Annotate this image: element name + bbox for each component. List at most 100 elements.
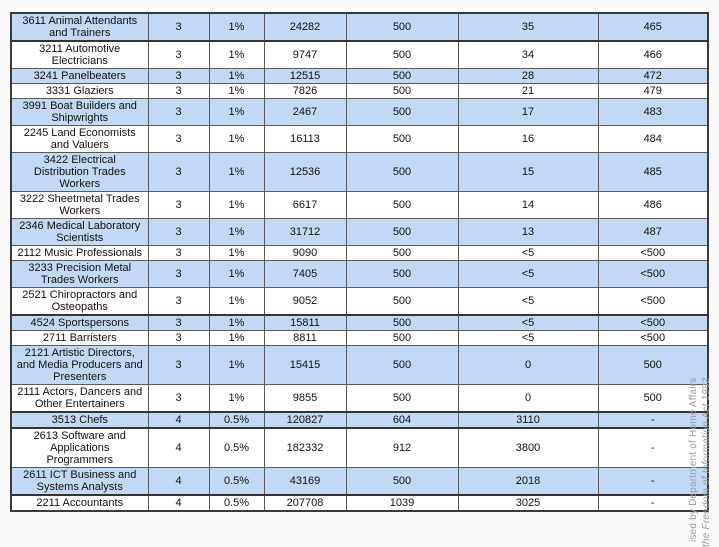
value-cell: 3 — [148, 346, 209, 385]
value-cell: 912 — [346, 428, 458, 468]
value-cell: 3 — [148, 385, 209, 413]
value-cell: 487 — [598, 219, 708, 246]
value-cell: 500 — [346, 69, 458, 84]
value-cell: 500 — [346, 346, 458, 385]
value-cell: 1% — [209, 69, 264, 84]
value-cell: 500 — [346, 315, 458, 331]
value-cell: <500 — [598, 288, 708, 316]
value-cell: 14 — [458, 192, 598, 219]
occupation-cell: 3222 Sheetmetal Trades Workers — [11, 192, 148, 219]
value-cell: 35 — [458, 13, 598, 41]
value-cell: 9052 — [264, 288, 346, 316]
value-cell: 1% — [209, 315, 264, 331]
value-cell: 3 — [148, 69, 209, 84]
value-cell: <5 — [458, 261, 598, 288]
occupation-cell: 3233 Precision Metal Trades Workers — [11, 261, 148, 288]
value-cell: 500 — [346, 246, 458, 261]
value-cell: <5 — [458, 246, 598, 261]
value-cell: 485 — [598, 153, 708, 192]
value-cell: 12515 — [264, 69, 346, 84]
value-cell: 15 — [458, 153, 598, 192]
value-cell: 500 — [346, 468, 458, 496]
value-cell: 0.5% — [209, 495, 264, 511]
value-cell: 31712 — [264, 219, 346, 246]
occupation-cell: 2346 Medical Laboratory Scientists — [11, 219, 148, 246]
occupation-cell: 3991 Boat Builders and Shipwrights — [11, 99, 148, 126]
value-cell: 3110 — [458, 412, 598, 428]
table-row: 2121 Artistic Directors, and Media Produ… — [11, 346, 708, 385]
value-cell: 34 — [458, 41, 598, 69]
value-cell: 3 — [148, 99, 209, 126]
value-cell: 479 — [598, 84, 708, 99]
watermark-release-text: ised by Department of Home Affairs — [688, 378, 699, 542]
value-cell: 16113 — [264, 126, 346, 153]
value-cell: 0.5% — [209, 468, 264, 496]
value-cell: 3025 — [458, 495, 598, 511]
value-cell: 24282 — [264, 13, 346, 41]
value-cell: <5 — [458, 288, 598, 316]
table-row: 3422 Electrical Distribution Trades Work… — [11, 153, 708, 192]
value-cell: 0.5% — [209, 412, 264, 428]
value-cell: 500 — [346, 41, 458, 69]
value-cell: 7826 — [264, 84, 346, 99]
value-cell: 4 — [148, 428, 209, 468]
value-cell: 12536 — [264, 153, 346, 192]
value-cell: 1% — [209, 153, 264, 192]
occupation-cell: 2211 Accountants — [11, 495, 148, 511]
value-cell: 0.5% — [209, 428, 264, 468]
value-cell: 500 — [346, 153, 458, 192]
value-cell: 1% — [209, 13, 264, 41]
occupation-cell: 3211 Automotive Electricians — [11, 41, 148, 69]
occupation-cell: 2112 Music Professionals — [11, 246, 148, 261]
value-cell: 6617 — [264, 192, 346, 219]
value-cell: 4 — [148, 468, 209, 496]
value-cell: 3 — [148, 13, 209, 41]
value-cell: 16 — [458, 126, 598, 153]
occupation-cell: 4524 Sportspersons — [11, 315, 148, 331]
occupation-cell: 3422 Electrical Distribution Trades Work… — [11, 153, 148, 192]
value-cell: 13 — [458, 219, 598, 246]
value-cell: 500 — [346, 84, 458, 99]
value-cell: 500 — [346, 261, 458, 288]
value-cell: 500 — [346, 99, 458, 126]
value-cell: 9090 — [264, 246, 346, 261]
occupation-cell: 3513 Chefs — [11, 412, 148, 428]
value-cell: 43169 — [264, 468, 346, 496]
value-cell: 9855 — [264, 385, 346, 413]
value-cell: 3 — [148, 84, 209, 99]
value-cell: 3 — [148, 41, 209, 69]
value-cell: 1039 — [346, 495, 458, 511]
value-cell: 2018 — [458, 468, 598, 496]
value-cell: 1% — [209, 246, 264, 261]
value-cell: 3 — [148, 219, 209, 246]
value-cell: 1% — [209, 261, 264, 288]
occupation-cell: 2521 Chiropractors and Osteopaths — [11, 288, 148, 316]
value-cell: 1% — [209, 126, 264, 153]
value-cell: 3 — [148, 331, 209, 346]
value-cell: 182332 — [264, 428, 346, 468]
occupation-cell: 2611 ICT Business and Systems Analysts — [11, 468, 148, 496]
value-cell: 3800 — [458, 428, 598, 468]
value-cell: <5 — [458, 331, 598, 346]
value-cell: 3 — [148, 153, 209, 192]
occupation-cell: 2613 Software and Applications Programme… — [11, 428, 148, 468]
value-cell: 3 — [148, 261, 209, 288]
value-cell: 0 — [458, 385, 598, 413]
table-row: 2613 Software and Applications Programme… — [11, 428, 708, 468]
occupation-cell: 2111 Actors, Dancers and Other Entertain… — [11, 385, 148, 413]
value-cell: 484 — [598, 126, 708, 153]
value-cell: 2467 — [264, 99, 346, 126]
value-cell: 500 — [346, 385, 458, 413]
value-cell: 9747 — [264, 41, 346, 69]
value-cell: 17 — [458, 99, 598, 126]
